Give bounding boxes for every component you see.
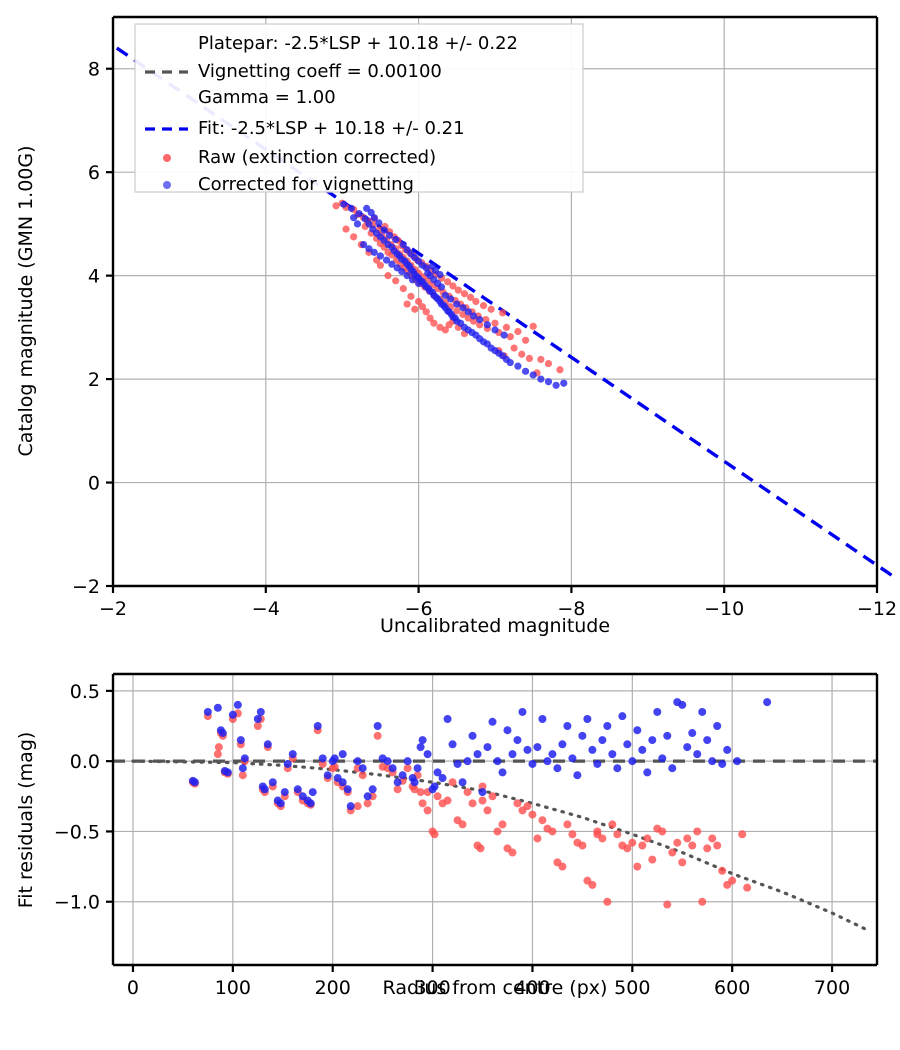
axis-ticks: [106, 689, 834, 972]
axis-ticks: [106, 67, 879, 593]
scatter-corrected: [340, 200, 568, 389]
x-tick-label: 400: [514, 977, 550, 999]
y-tick-label: 8: [88, 59, 100, 81]
y-tick-label: −0.5: [54, 821, 100, 843]
x-tick-label: −12: [857, 598, 897, 620]
legend-entry-label: Raw (extinction corrected): [198, 147, 436, 168]
fit-residuals-axes: 0 100 200 300 400 500 600 700 0.5 0.0 −0.5 −1.0 Rad…: [15, 672, 879, 999]
legend-entry-label: Vignetting coeff = 0.00100: [198, 61, 442, 82]
legend-entry-label: Corrected for vignetting: [198, 174, 414, 195]
axis-spines: [111, 15, 879, 588]
grid-lines: [113, 674, 877, 965]
y-tick-label: 2: [88, 369, 100, 391]
y-tick-label: 0.5: [70, 681, 100, 703]
axis-tick-labels: 0 100 200 300 400 500 600 700 0.5 0.0 −0.5 −1.0: [54, 681, 850, 999]
x-tick-label: 300: [414, 977, 450, 999]
x-tick-label: 0: [127, 977, 139, 999]
legend-entry-label: Platepar: -2.5*LSP + 10.18 +/- 0.22: [198, 33, 518, 54]
x-tick-label: −10: [704, 598, 744, 620]
legend-entry-label: Fit: -2.5*LSP + 10.18 +/- 0.21: [198, 118, 465, 139]
axis-tick-labels: −2 −4 −6 −8 −10 −12 −2 0 2 4 6 8: [72, 59, 897, 620]
x-axis-title: Radius from centre (px): [383, 977, 608, 999]
legend-entry-label: Gamma = 1.00: [198, 87, 336, 108]
x-tick-label: 700: [814, 977, 850, 999]
y-tick-label: 6: [88, 162, 100, 184]
y-tick-label: 0.0: [70, 751, 100, 773]
y-tick-label: 0: [88, 473, 100, 495]
magnitude-calibration-panel: −2 −4 −6 −8 −10 −12 −2 0 2 4 6 8 Uncalibrated magni…: [15, 15, 898, 637]
x-tick-label: 600: [714, 977, 750, 999]
magnitude-calibration-axes: −2 −4 −6 −8 −10 −12 −2 0 2 4 6 8 Uncalibrated magni…: [15, 15, 898, 637]
vignetting-curve: [131, 759, 869, 932]
x-tick-label: −8: [557, 598, 585, 620]
y-tick-label: −1.0: [54, 892, 100, 914]
x-tick-label: −6: [405, 598, 433, 620]
x-tick-label: 100: [215, 977, 251, 999]
x-tick-label: −2: [99, 598, 127, 620]
x-tick-label: 200: [315, 977, 351, 999]
fit-residuals-panel: 0 100 200 300 400 500 600 700 0.5 0.0 −0.5 −1.0 Rad…: [0, 650, 900, 1050]
y-axis-title: Catalog magnitude (GMN 1.00G): [15, 145, 37, 456]
x-tick-label: 500: [614, 977, 650, 999]
y-tick-label: −2: [72, 576, 100, 598]
x-axis-title: Uncalibrated magnitude: [380, 615, 610, 637]
scatter-corrected: [188, 698, 772, 811]
legend: Platepar: -2.5*LSP + 10.18 +/- 0.22 Vigne…: [134, 23, 584, 195]
y-tick-label: 4: [88, 266, 100, 288]
x-tick-label: −4: [252, 598, 280, 620]
y-axis-title: Fit residuals (mag): [15, 732, 37, 909]
axis-spines: [111, 672, 879, 967]
